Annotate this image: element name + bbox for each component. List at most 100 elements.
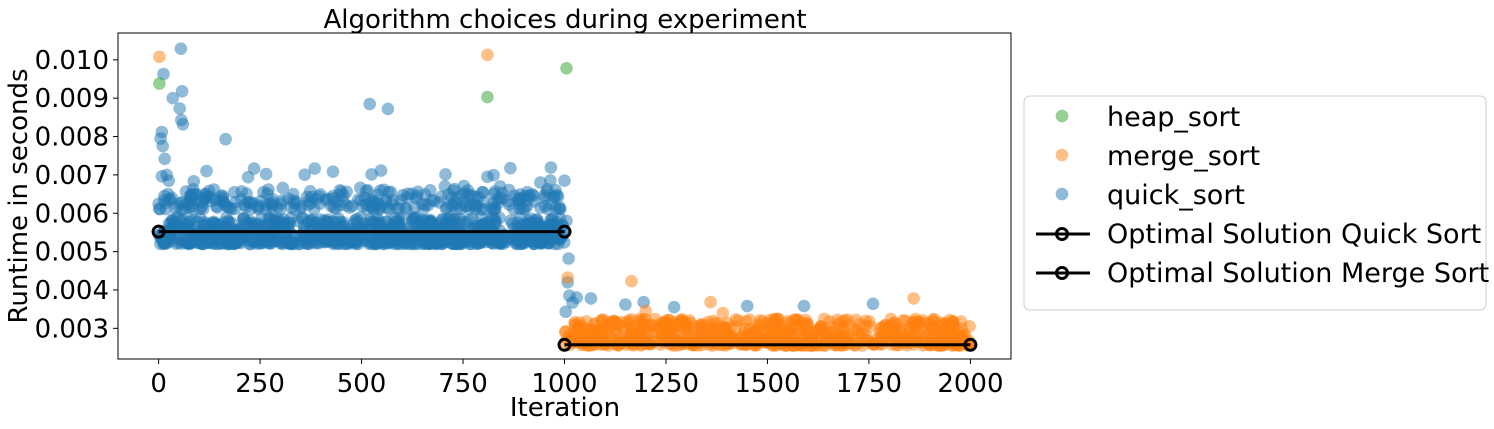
quick-sort-point — [252, 199, 265, 213]
quick-sort-point — [158, 152, 171, 166]
y-axis-label: Runtime in seconds — [4, 68, 34, 323]
quick-sort-point — [262, 183, 275, 196]
quick-sort-point — [439, 168, 452, 181]
quick-sort-point — [544, 161, 558, 174]
quick-sort-point — [186, 202, 200, 216]
heap-sort-point — [560, 62, 573, 75]
quick-sort-point — [560, 214, 573, 228]
quick-sort-point — [288, 203, 302, 216]
quick-sort-point — [303, 185, 317, 198]
quick-sort-point — [516, 202, 530, 216]
merge-sort-point — [933, 325, 946, 339]
quick-sort-point — [415, 213, 429, 227]
merge-sort-point — [782, 326, 795, 340]
quick-sort-point — [259, 167, 273, 181]
quick-sort-point — [584, 292, 598, 305]
quick-sort-point — [153, 202, 167, 216]
quick-sort-point — [374, 164, 388, 177]
merge-sort-point — [887, 323, 901, 337]
quick-sort-point — [558, 174, 571, 187]
merge-sort-point — [740, 315, 753, 328]
quick-sort-point — [219, 132, 232, 146]
quick-sort-point — [219, 199, 233, 212]
quick-sort-point — [277, 235, 291, 249]
merge-sort-point — [749, 323, 762, 337]
merge-sort-point — [574, 332, 587, 346]
quick-sort-point — [478, 203, 491, 216]
quick-sort-point — [488, 212, 502, 225]
quick-sort-point — [155, 125, 169, 139]
merge-sort-point — [563, 328, 577, 341]
quick-sort-point — [264, 236, 278, 250]
legend-marker-optimal-solution-quick-sort — [1055, 227, 1069, 241]
merge-sort-point — [898, 314, 912, 328]
merge-sort-point — [676, 317, 690, 330]
quick-sort-point — [377, 183, 391, 197]
quick-sort-point — [157, 67, 170, 81]
merge-sort-point — [814, 320, 827, 334]
merge-sort-point — [793, 327, 806, 341]
y-tick-label: 0.008 — [35, 123, 109, 153]
quick-sort-point — [174, 42, 188, 55]
quick-sort-point — [176, 118, 190, 131]
quick-sort-point — [511, 192, 525, 205]
quick-sort-point — [511, 216, 525, 230]
merge-sort-point — [769, 313, 782, 327]
quick-sort-point — [160, 233, 173, 247]
quick-sort-point — [363, 196, 377, 210]
quick-sort-point — [266, 193, 280, 206]
quick-sort-point — [462, 202, 476, 215]
x-tick-label: 1500 — [734, 369, 800, 399]
legend-marker-merge-sort — [1055, 148, 1069, 162]
x-axis-ticks: 0 250 500 750 1000 1250 1500 1750 2000 — [150, 359, 1003, 399]
quick-sort-point — [200, 164, 213, 178]
legend-label-merge-sort: merge_sort — [1107, 141, 1260, 172]
y-tick-label: 0.010 — [35, 46, 109, 76]
merge-sort-point — [718, 322, 732, 336]
merge-sort-point — [590, 326, 603, 340]
quick-sort-point — [215, 231, 228, 245]
quick-sort-point — [276, 194, 289, 207]
legend-label-heap-sort: heap_sort — [1107, 102, 1240, 133]
quick-sort-point — [166, 91, 180, 105]
quick-sort-point — [667, 300, 681, 314]
quick-sort-point — [187, 175, 201, 188]
quick-sort-point — [345, 233, 358, 247]
quick-sort-point — [400, 203, 413, 216]
x-tick-label: 2000 — [937, 369, 1003, 399]
merge-sort-point — [859, 314, 872, 328]
quick-sort-point — [439, 202, 453, 215]
quick-sort-point — [483, 233, 497, 246]
merge-sort-point — [481, 48, 494, 62]
x-tick-label: 500 — [337, 369, 387, 399]
x-axis-label: Iteration — [510, 393, 620, 423]
quick-sort-point — [307, 203, 321, 216]
quick-sort-point — [228, 186, 241, 199]
x-tick-label: 1250 — [633, 369, 699, 399]
optimal-solution-quick-sort-marker — [557, 224, 572, 239]
quick-sort-point — [493, 180, 507, 193]
quick-sort-point — [559, 305, 572, 319]
quick-sort-point — [333, 215, 347, 229]
quick-sort-point — [326, 189, 340, 203]
quick-sort-point — [426, 219, 440, 232]
quick-sort-point — [327, 232, 341, 246]
quick-sort-point — [301, 237, 314, 251]
legend-marker-optimal-solution-merge-sort — [1055, 266, 1069, 280]
quick-sort-point — [173, 102, 186, 115]
merge-sort-point — [707, 314, 720, 328]
quick-sort-point — [438, 180, 452, 193]
quick-sort-point — [530, 213, 543, 226]
x-tick-label: 750 — [438, 369, 488, 399]
quick-sort-point — [381, 102, 395, 116]
merge-sort-point — [899, 333, 912, 347]
y-tick-label: 0.009 — [35, 84, 109, 114]
merge-sort-point — [907, 292, 920, 305]
heap-sort-point — [481, 90, 494, 104]
merge-sort-point — [837, 336, 850, 350]
quick-sort-point — [232, 223, 245, 237]
merge-sort-point — [620, 316, 634, 329]
quick-sort-point — [324, 199, 338, 213]
quick-sort-point — [326, 165, 340, 178]
